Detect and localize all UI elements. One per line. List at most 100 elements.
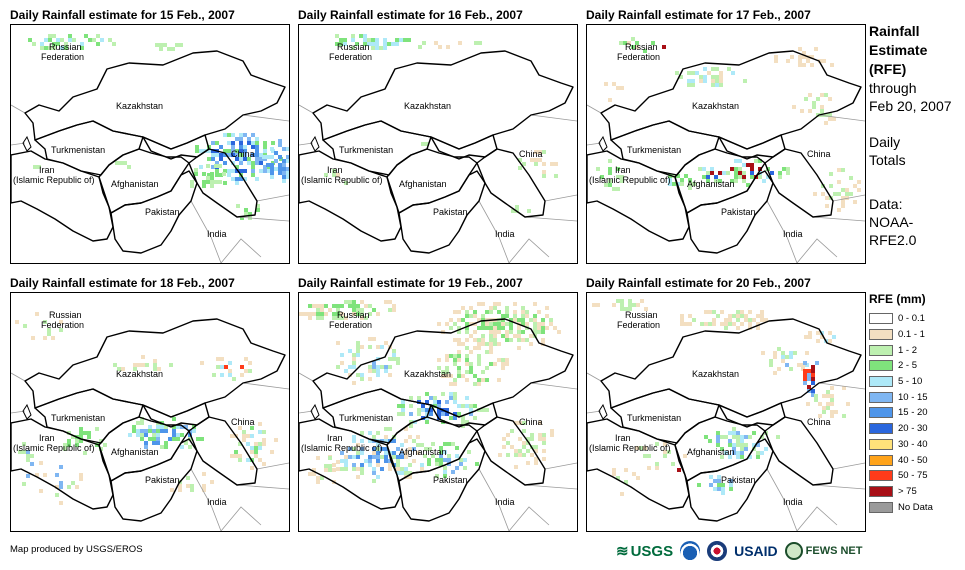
- rain-cell: [475, 462, 479, 466]
- rain-cell: [473, 346, 477, 350]
- rain-cell: [473, 374, 477, 378]
- rain-cell: [680, 314, 684, 318]
- rain-cell: [32, 42, 36, 46]
- rain-cell: [608, 179, 612, 183]
- rain-cell: [509, 330, 513, 334]
- rain-cell: [360, 451, 364, 455]
- rain-cell: [254, 446, 258, 450]
- rain-cell: [96, 34, 100, 38]
- rain-cell: [449, 374, 453, 378]
- rain-cell: [392, 349, 396, 353]
- country-label-pakistan: Pakistan: [433, 475, 468, 485]
- rain-cell: [148, 425, 152, 429]
- rain-cell: [40, 42, 44, 46]
- rain-cell: [352, 381, 356, 385]
- rain-cell: [457, 326, 461, 330]
- rain-cell: [538, 421, 542, 425]
- rain-cell: [417, 396, 421, 400]
- rain-cell: [384, 369, 388, 373]
- rain-cell: [429, 396, 433, 400]
- rain-cell: [542, 457, 546, 461]
- country-border: [764, 416, 834, 486]
- rain-cell: [493, 362, 497, 366]
- rain-cell: [391, 42, 395, 46]
- rain-cell: [255, 137, 259, 141]
- country-label-afghanistan: Afghanistan: [399, 179, 447, 189]
- country-border: [188, 416, 258, 486]
- rain-cell: [662, 45, 666, 49]
- sidebar-totals: Totals: [869, 152, 906, 168]
- rain-cell: [443, 466, 447, 470]
- rain-cell: [356, 373, 360, 377]
- rain-cell: [420, 467, 424, 471]
- rain-cell: [761, 351, 765, 355]
- rain-cell: [750, 163, 754, 167]
- rain-cell: [344, 467, 348, 471]
- rain-cell: [485, 350, 489, 354]
- rain-cell: [469, 362, 473, 366]
- country-label-russia: Russian: [49, 42, 82, 52]
- rain-cell: [384, 459, 388, 463]
- rain-cell: [477, 346, 481, 350]
- rain-cell: [612, 82, 616, 86]
- rain-cell: [383, 42, 387, 46]
- rain-cell: [99, 439, 103, 443]
- rain-cell: [449, 392, 453, 396]
- rain-cell: [714, 179, 718, 183]
- rain-cell: [557, 330, 561, 334]
- rain-cell: [282, 179, 286, 183]
- rain-cell: [596, 303, 600, 307]
- rain-cell: [247, 141, 251, 145]
- rainfall-map: Russian Federation Kazakhstan Turkmenistan I…: [586, 292, 866, 532]
- rain-cell: [278, 139, 282, 143]
- rain-cell: [773, 351, 777, 355]
- rain-cell: [372, 447, 376, 451]
- rain-cell: [719, 83, 723, 87]
- rain-cell: [239, 169, 243, 173]
- rain-cell: [348, 365, 352, 369]
- rain-cell: [190, 484, 194, 488]
- legend-label: 2 - 5: [898, 360, 918, 372]
- rain-cell: [79, 427, 83, 431]
- rain-cell: [522, 162, 526, 166]
- rain-cell: [467, 450, 471, 454]
- rain-cell: [760, 314, 764, 318]
- rain-cell: [262, 430, 266, 434]
- rain-cell: [230, 454, 234, 458]
- rain-cell: [270, 450, 274, 454]
- rain-cell: [489, 346, 493, 350]
- rain-cell: [497, 342, 501, 346]
- rain-cell: [247, 137, 251, 141]
- rain-cell: [790, 55, 794, 59]
- rain-cell: [798, 63, 802, 67]
- rain-cell: [352, 300, 356, 304]
- rain-cell: [760, 451, 764, 455]
- rain-cell: [359, 34, 363, 38]
- rain-cell: [55, 493, 59, 497]
- rain-cell: [506, 453, 510, 457]
- rain-cell: [437, 412, 441, 416]
- rain-cell: [758, 175, 762, 179]
- rain-cell: [550, 162, 554, 166]
- lake-outline: [598, 403, 608, 420]
- rain-cell: [270, 167, 274, 171]
- rain-cell: [360, 431, 364, 435]
- rain-cell: [68, 34, 72, 38]
- rain-cell: [71, 481, 75, 485]
- map-panel-17-feb: Daily Rainfall estimate for 17 Feb., 200…: [586, 8, 866, 266]
- rain-cell: [672, 182, 676, 186]
- rain-cell: [728, 318, 732, 322]
- rain-cell: [706, 175, 710, 179]
- rain-cell: [727, 67, 731, 71]
- country-border: [764, 148, 834, 218]
- rain-cell: [521, 338, 525, 342]
- rain-cell: [481, 408, 485, 412]
- rain-cell: [380, 365, 384, 369]
- rain-cell: [215, 161, 219, 165]
- neighbour-borders: [587, 372, 865, 531]
- rain-cell: [396, 361, 400, 365]
- rain-cell: [732, 435, 736, 439]
- rain-cell: [830, 394, 834, 398]
- rain-cell: [518, 437, 522, 441]
- rain-cell: [769, 359, 773, 363]
